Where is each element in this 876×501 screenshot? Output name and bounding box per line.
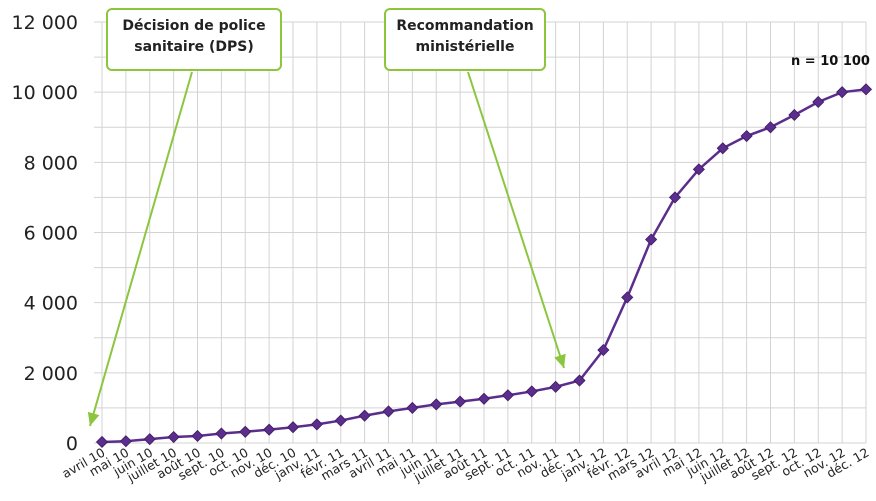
y-tick-label: 0 — [66, 433, 78, 455]
y-tick-label: 2 000 — [24, 363, 78, 385]
y-axis-ticks: 0 2 000 4 000 6 000 8 000 10 000 12 000 — [12, 12, 78, 455]
data-point — [191, 429, 204, 443]
data-point — [406, 401, 419, 414]
data-point — [668, 191, 682, 204]
data-point — [788, 108, 801, 122]
data-point — [621, 291, 634, 304]
annotation-recommandation-text: Recommandation ministérielle — [396, 18, 534, 55]
data-point — [477, 392, 491, 405]
data-point — [836, 86, 849, 99]
data-point — [573, 374, 586, 387]
annotation-recommandation: Recommandation ministérielle — [384, 8, 546, 71]
data-point — [382, 405, 395, 418]
data-point — [310, 418, 323, 431]
arrow-recommandation-shaft — [467, 71, 565, 369]
data-point — [215, 427, 228, 440]
data-point — [740, 129, 753, 143]
y-tick-label: 8 000 — [24, 152, 78, 174]
annotation-dps: Décision de police sanitaire (DPS) — [106, 8, 282, 71]
data-point — [239, 425, 252, 438]
data-point — [716, 142, 729, 155]
data-point — [645, 233, 658, 246]
annotation-arrows — [87, 71, 566, 427]
data-point — [692, 163, 705, 176]
arrow-dps-shaft — [89, 71, 193, 427]
data-point — [119, 435, 132, 448]
data-point — [812, 95, 825, 109]
data-point — [764, 121, 777, 134]
data-point — [358, 409, 371, 422]
data-point — [454, 395, 467, 408]
arrow-dps-head — [87, 411, 100, 426]
y-tick-label: 10 000 — [12, 82, 78, 104]
data-point — [430, 398, 443, 411]
data-point — [286, 421, 300, 434]
data-point — [143, 433, 156, 446]
data-point — [549, 380, 562, 393]
data-point — [263, 423, 276, 436]
grid-lines — [94, 21, 867, 444]
data-point — [95, 435, 109, 449]
data-point — [597, 343, 610, 357]
sample-size-note: n = 10 100 — [791, 54, 870, 69]
annotation-dps-text: Décision de police sanitaire (DPS) — [122, 18, 266, 55]
series-markers — [95, 83, 873, 449]
data-point — [501, 389, 514, 402]
data-point — [859, 83, 873, 96]
data-point — [167, 430, 180, 444]
data-point — [334, 414, 347, 427]
y-tick-label: 6 000 — [24, 223, 78, 245]
y-tick-label: 12 000 — [12, 12, 78, 34]
y-tick-label: 4 000 — [24, 293, 78, 315]
arrow-recommandation-head — [554, 353, 566, 368]
data-point — [525, 385, 538, 398]
